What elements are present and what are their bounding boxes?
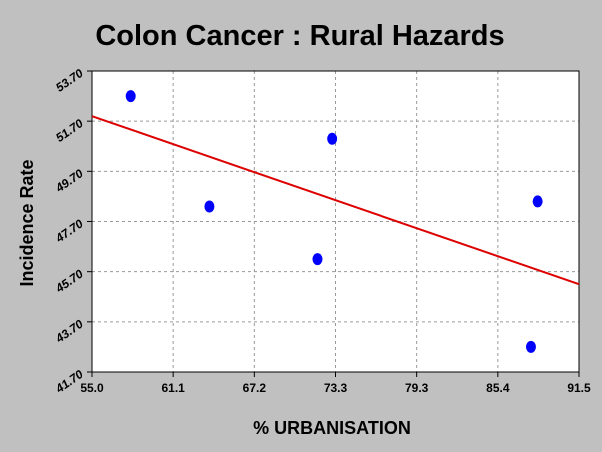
data-point: [532, 195, 543, 208]
x-tick-label: 79.3: [405, 381, 429, 395]
data-point: [125, 90, 136, 103]
x-tick-label: 61.1: [161, 381, 185, 395]
trend-line: [91, 115, 580, 286]
plot-area-group: 55.0 61.1 67.2 73.3 79.3 85.4 91.541.7043.7045…: [52, 66, 591, 396]
data-point: [327, 132, 338, 145]
x-tick-label: 73.3: [324, 381, 348, 395]
x-tick-label: 91.5: [567, 381, 591, 395]
x-axis-title: % URBANISATION: [253, 418, 411, 438]
data-point: [525, 340, 536, 353]
y-axis-title: Incidence Rate: [17, 159, 37, 286]
x-tick-label: 67.2: [243, 381, 267, 395]
data-point: [312, 253, 323, 266]
chart-title: Colon Cancer : Rural Hazards: [95, 20, 504, 52]
data-point: [204, 200, 215, 213]
x-tick-label: 55.0: [80, 381, 104, 395]
x-tick-label: 85.4: [486, 381, 510, 395]
